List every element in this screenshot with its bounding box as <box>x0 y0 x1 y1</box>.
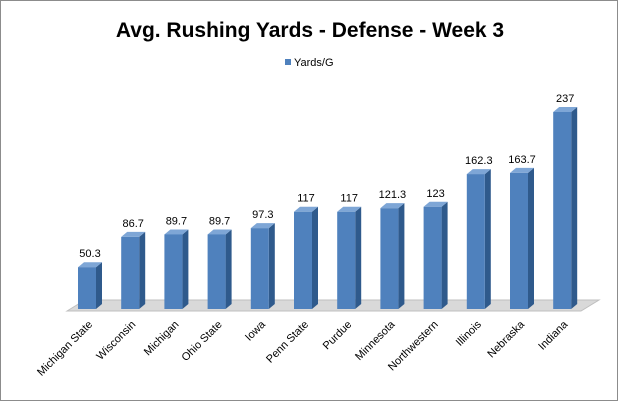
bar-side <box>398 203 405 309</box>
bar-top <box>121 231 146 237</box>
bar-side <box>182 229 189 309</box>
chart-title: Avg. Rushing Yards - Defense - Week 3 <box>116 19 504 42</box>
bars-group <box>78 107 578 309</box>
value-label: 89.7 <box>166 215 187 227</box>
category-label: Illinois <box>454 318 484 348</box>
bar-side <box>441 201 448 309</box>
category-label: Michigan <box>142 319 182 359</box>
bar-side <box>268 223 275 309</box>
value-label: 162.3 <box>465 155 493 167</box>
bar-side <box>528 167 534 309</box>
value-labels-group: 50.3 86.7 89.7 89.7 97.3 117 117 121.3 123 162.3 1… <box>79 93 574 260</box>
value-label: 86.7 <box>122 218 143 230</box>
bar-top <box>337 206 362 212</box>
bar-side <box>484 169 491 309</box>
bar <box>121 231 146 309</box>
bar-front <box>380 208 399 309</box>
legend-label: Yards/G <box>294 57 334 69</box>
category-label: Wisconsin <box>94 319 138 363</box>
bar-front <box>121 236 140 309</box>
bar-front <box>466 174 485 309</box>
value-label: 117 <box>297 193 315 205</box>
bar <box>510 167 534 309</box>
bar-top <box>250 223 275 229</box>
category-label: Indiana <box>536 318 571 353</box>
category-label: Michigan State <box>35 319 95 379</box>
bar <box>294 206 318 309</box>
bar-front <box>553 112 572 309</box>
bar <box>553 107 578 309</box>
bar-top <box>207 229 232 235</box>
value-label: 237 <box>556 93 574 105</box>
bar-front <box>294 211 312 309</box>
bar-front <box>164 234 183 309</box>
bar-side <box>96 262 102 309</box>
value-label: 163.7 <box>508 154 536 166</box>
bar-side <box>312 206 318 309</box>
bar <box>380 203 405 309</box>
bar <box>423 201 448 309</box>
bar <box>207 229 232 309</box>
bar <box>250 223 275 309</box>
bar-front <box>207 234 226 309</box>
bar-side <box>355 206 362 309</box>
bar <box>337 206 362 309</box>
bar-front <box>510 172 528 309</box>
bar-top <box>164 229 189 235</box>
legend: Yards/G <box>285 57 334 69</box>
bar-side <box>225 229 232 309</box>
value-label: 50.3 <box>79 248 100 260</box>
value-label: 123 <box>426 188 444 200</box>
bar-front <box>423 206 442 309</box>
bar <box>466 169 491 309</box>
bar <box>164 229 189 309</box>
category-label: Iowa <box>243 318 269 344</box>
bar-top <box>423 201 448 207</box>
bar-top <box>510 167 534 173</box>
bar-top <box>466 169 491 175</box>
bar-top <box>294 206 318 212</box>
category-label: Ohio State <box>179 319 224 364</box>
bar-top <box>78 262 102 268</box>
value-label: 117 <box>340 193 358 205</box>
value-label: 89.7 <box>209 215 230 227</box>
legend-swatch <box>285 59 291 65</box>
category-label: Nebraska <box>485 318 527 360</box>
value-label: 121.3 <box>379 189 407 201</box>
bar-front <box>250 228 269 309</box>
bar-front <box>337 211 356 309</box>
bar <box>78 262 102 309</box>
value-label: 97.3 <box>252 209 273 221</box>
category-label: Minnesota <box>353 318 398 363</box>
category-label: Purdue <box>321 319 355 353</box>
category-label: Penn State <box>264 319 311 366</box>
bar-side <box>139 231 146 309</box>
bar-front <box>78 267 96 309</box>
bar-side <box>571 107 578 309</box>
bar-top <box>380 203 405 209</box>
bar-top <box>553 107 578 112</box>
